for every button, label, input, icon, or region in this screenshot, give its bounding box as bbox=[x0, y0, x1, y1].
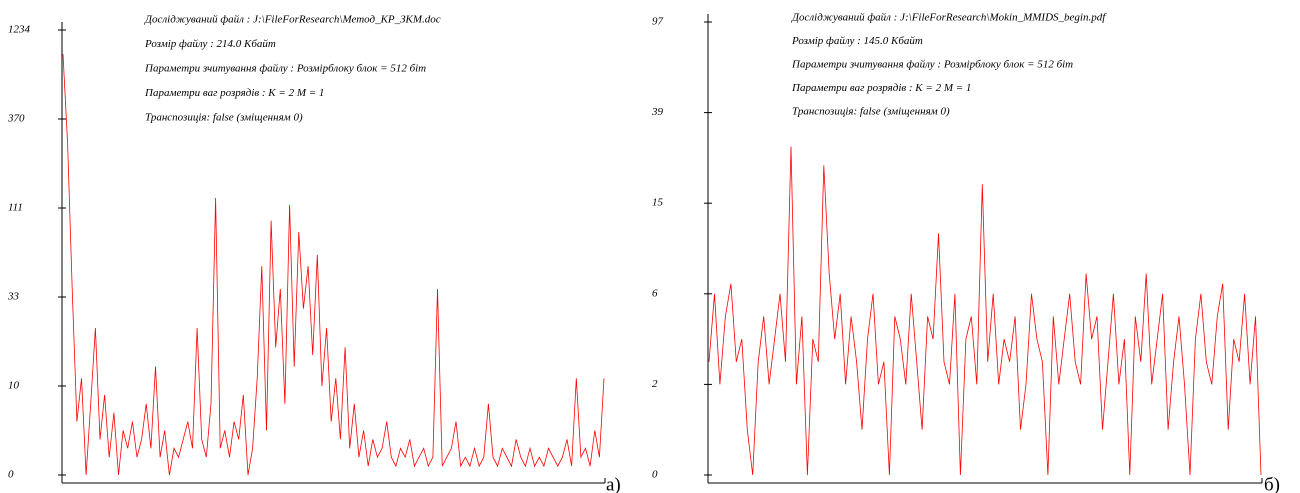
y-tick-label: 0 bbox=[652, 469, 658, 481]
y-tick-label: 97 bbox=[652, 16, 664, 28]
annotation: Досліджуваний файл : J:\FileForResearch\… bbox=[144, 14, 441, 26]
y-tick-label: 39 bbox=[651, 106, 664, 118]
panel-label: а) bbox=[606, 474, 621, 493]
y-tick-label: 0 bbox=[8, 469, 14, 481]
y-tick-label: 33 bbox=[7, 291, 20, 303]
annotation: Параметри ваг розрядів : K = 2 M = 1 bbox=[791, 82, 971, 94]
panel-label: б) bbox=[1264, 474, 1280, 493]
annotation: Транспозиція: false (зміщенням 0) bbox=[792, 106, 950, 118]
annotation: Розмір файлу : 214.0 Кбайт bbox=[144, 38, 276, 50]
y-tick-label: 111 bbox=[8, 202, 23, 214]
annotation: Параметри ваг розрядів : K = 2 M = 1 bbox=[144, 87, 324, 99]
y-tick-label: 10 bbox=[8, 380, 20, 392]
annotation: Розмір файлу : 145.0 Кбайт bbox=[791, 35, 923, 47]
y-tick-label: 6 bbox=[652, 287, 658, 299]
y-tick-label: 370 bbox=[7, 113, 25, 125]
annotation: Досліджуваний файл : J:\FileForResearch\… bbox=[791, 12, 1107, 24]
data-line bbox=[62, 54, 605, 476]
annotation: Параметри зчитування файлу : Розмірблоку… bbox=[144, 63, 426, 75]
data-line bbox=[708, 146, 1262, 476]
y-tick-label: 1234 bbox=[8, 24, 31, 36]
y-tick-label: 15 bbox=[652, 197, 664, 209]
annotation: Транспозиція: false (зміщенням 0) bbox=[145, 112, 303, 124]
annotation: Параметри зчитування файлу : Розмірблоку… bbox=[791, 59, 1073, 71]
y-tick-label: 2 bbox=[652, 378, 658, 390]
